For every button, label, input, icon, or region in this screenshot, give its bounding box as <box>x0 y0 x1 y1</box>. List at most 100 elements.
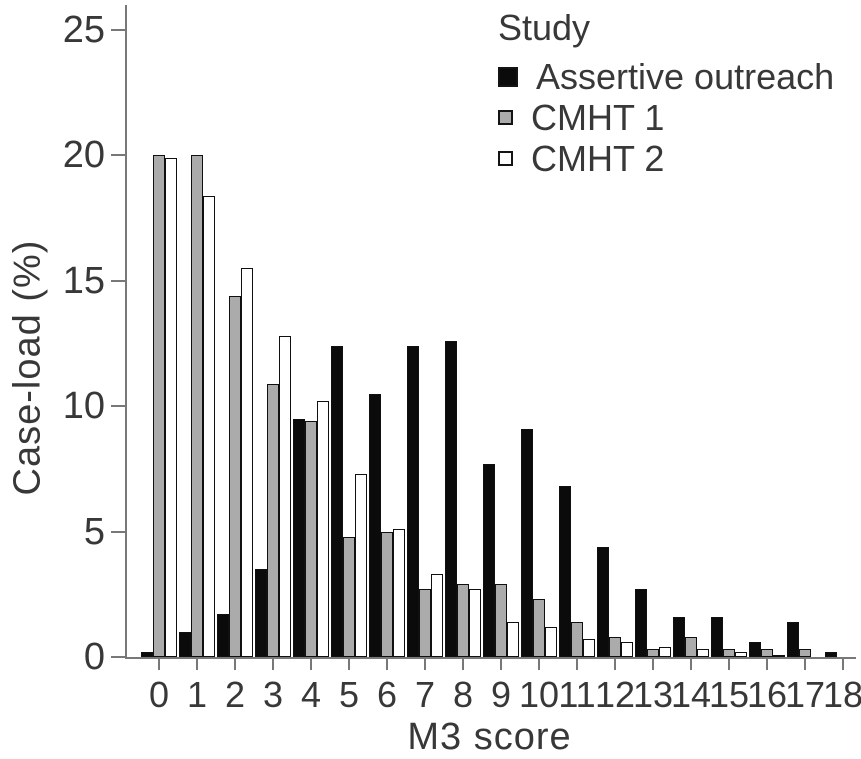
x-tick-label: 15 <box>708 674 750 715</box>
x-tick <box>842 657 844 670</box>
x-tick <box>614 657 616 670</box>
bar <box>647 649 659 657</box>
bar <box>545 626 557 657</box>
bar <box>597 546 609 657</box>
bar <box>685 636 697 657</box>
bar <box>343 536 355 657</box>
y-tick <box>111 656 125 658</box>
bar <box>203 195 215 657</box>
bar <box>431 574 443 657</box>
bar <box>165 157 177 657</box>
legend-items: Assertive outreach CMHT 1 CMHT 2 <box>498 56 834 179</box>
bar <box>609 636 621 657</box>
y-tick <box>111 154 125 157</box>
x-tick-label: 7 <box>414 674 436 715</box>
bar <box>369 393 381 657</box>
bar <box>305 421 317 657</box>
x-tick-label: 0 <box>148 674 170 715</box>
x-tick-label: 11 <box>558 674 596 715</box>
legend-swatch-icon <box>498 151 513 166</box>
bar <box>723 649 735 657</box>
x-tick-label: 16 <box>746 674 788 715</box>
y-tick-label: 20 <box>62 134 105 177</box>
y-tick <box>111 405 125 408</box>
bar <box>621 641 633 657</box>
bar <box>179 631 191 657</box>
y-tick-label: 15 <box>62 259 105 302</box>
y-tick-label: 5 <box>83 510 105 553</box>
bar <box>317 401 329 657</box>
bar <box>191 155 203 657</box>
y-tick-label: 10 <box>62 385 105 428</box>
x-tick-label: 6 <box>376 674 398 715</box>
plot-area: 0 5 10 15 20 25 0 1 2 3 4 5 6 7 8 9 10 11 12 13 14 15 16 17 18 <box>63 5 861 713</box>
x-tick-label: 14 <box>670 674 712 715</box>
bar <box>255 569 267 657</box>
x-tick <box>424 657 426 670</box>
legend-item: CMHT 1 <box>498 97 834 138</box>
x-tick-label: 1 <box>186 674 208 715</box>
bar <box>393 529 405 657</box>
bar <box>141 652 153 657</box>
bar <box>635 589 647 657</box>
x-tick-label: 18 <box>822 674 861 715</box>
bar <box>279 336 291 657</box>
bar <box>331 346 343 657</box>
bar <box>267 383 279 657</box>
x-tick <box>310 657 312 670</box>
bar <box>483 463 495 657</box>
bar <box>659 646 671 657</box>
x-tick-label: 13 <box>632 674 674 715</box>
bar <box>293 418 305 657</box>
x-tick-label: 10 <box>518 674 560 715</box>
x-tick-label: 9 <box>490 674 512 715</box>
bar <box>773 654 785 657</box>
legend-title: Study <box>498 7 591 48</box>
bar <box>521 428 533 657</box>
legend-swatch-icon <box>498 110 513 125</box>
bar <box>711 616 723 657</box>
bar <box>445 341 457 657</box>
x-tick <box>462 657 464 670</box>
x-tick-label: 5 <box>338 674 360 715</box>
legend-label: CMHT 1 <box>531 96 665 138</box>
bar <box>735 652 747 657</box>
bar <box>495 584 507 657</box>
x-tick-label: 3 <box>262 674 284 715</box>
bar <box>355 473 367 657</box>
y-axis-title: Case-load (%) <box>6 239 49 496</box>
x-tick <box>196 657 198 670</box>
x-tick <box>500 657 502 670</box>
bar <box>229 295 241 657</box>
x-tick <box>728 657 730 670</box>
legend-item: CMHT 2 <box>498 138 834 179</box>
bar <box>457 584 469 657</box>
x-tick <box>766 657 768 670</box>
bar <box>507 621 519 657</box>
bar <box>749 641 761 657</box>
x-tick-label: 2 <box>224 674 246 715</box>
legend-swatch-icon <box>498 66 518 87</box>
bar <box>787 621 799 657</box>
legend-item: Assertive outreach <box>498 56 834 97</box>
bar <box>673 616 685 657</box>
x-tick <box>652 657 654 670</box>
x-tick <box>386 657 388 670</box>
bar <box>381 531 393 657</box>
legend-label: Assertive outreach <box>536 55 835 97</box>
x-axis-title: M3 score <box>407 716 572 758</box>
y-tick <box>111 530 125 533</box>
bar <box>407 346 419 657</box>
y-tick <box>111 279 125 282</box>
bar <box>571 621 583 657</box>
bar <box>799 649 811 657</box>
y-tick <box>111 29 125 32</box>
bar <box>241 268 253 657</box>
bar <box>825 652 837 657</box>
bar <box>697 649 709 657</box>
x-tick <box>538 657 540 670</box>
x-tick-label: 8 <box>452 674 474 715</box>
x-tick-label: 4 <box>300 674 322 715</box>
legend-label: CMHT 2 <box>531 137 665 179</box>
